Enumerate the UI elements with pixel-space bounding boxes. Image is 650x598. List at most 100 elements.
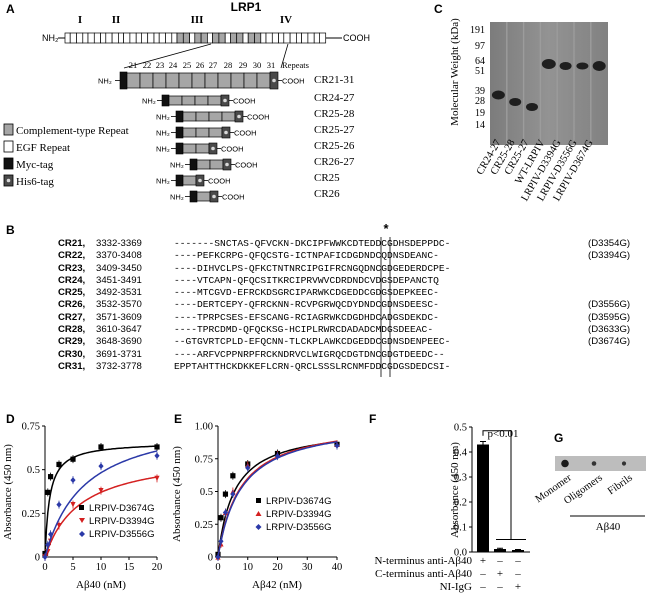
bar [512, 550, 524, 552]
bar [494, 549, 506, 552]
x-tick-label: 20 [272, 562, 283, 573]
legend-swatch-complement [3, 123, 14, 136]
panel-e-ylabel: Absorbance (450 nm) [171, 446, 183, 542]
complement-repeat [126, 72, 141, 89]
panel-f-ylabel: Absorbance (450 nm) [449, 442, 461, 538]
construct-label-cr21-31: CR21-31 [314, 74, 354, 86]
complement-repeat [165, 72, 180, 89]
mutation-label: (D3354G) [588, 238, 631, 249]
lrp1-domain-block [194, 32, 202, 44]
mw-tick-39: 39 [475, 86, 485, 97]
complement-repeat [195, 143, 210, 154]
data-point [98, 463, 104, 470]
data-point [56, 461, 62, 468]
lrp1-domain-block [118, 32, 124, 44]
lrp1-domain-block [141, 32, 149, 44]
y-tick-label: 0.25 [22, 509, 40, 520]
gel-background [490, 22, 608, 145]
mw-tick-19: 19 [475, 108, 485, 119]
lrp1-domain-block [319, 32, 327, 44]
lrp1-nh2: NH₂ [42, 33, 59, 43]
complement-repeat [191, 72, 206, 89]
lrp1-domain-block [111, 32, 119, 44]
lrp1-domain-block [307, 32, 315, 44]
f-row-label-2: NI-IgG [440, 581, 472, 593]
legend-text-complement: Complement-type Repeat [16, 125, 129, 137]
construct-nh2: NH₂ [156, 145, 170, 154]
dot-blot-group-label: Aβ40 [596, 521, 621, 533]
f-sign-0-1: – [496, 555, 503, 567]
panel-d-plot: 0 5 10 15 20 0 0.25 0.5 0.75 [22, 422, 163, 574]
significance-bracket [482, 430, 512, 540]
x-tick-label: 0 [215, 562, 220, 573]
dot-lane-fibrils: Fibrils [606, 472, 635, 497]
error-bar [480, 441, 486, 445]
complement-repeat [230, 72, 245, 89]
lrp1-domain-block [123, 32, 131, 44]
f-sign-1-1: + [497, 568, 503, 580]
error-bar [497, 547, 503, 549]
complement-repeat [207, 95, 222, 106]
mw-tick-28: 28 [475, 96, 485, 107]
x-tick-label: 5 [70, 562, 75, 573]
f-sign-2-0: – [479, 581, 486, 593]
y-tick-label: 0.3 [454, 473, 467, 484]
residue-range: 3451-3491 [96, 274, 142, 286]
lrp1-domain-block [69, 32, 77, 44]
dot-blot-monomer [561, 459, 569, 468]
panel-e-xlabel: Aβ42 (nM) [252, 579, 302, 591]
repeat-num-29: 29 [239, 60, 248, 70]
panel-a-legend: Complement-type Repeat EGF Repeat Myc-ta… [3, 123, 129, 188]
complement-repeat [204, 72, 219, 89]
repeat-name: CR23, [58, 262, 86, 274]
myc-tag [175, 174, 184, 187]
repeat-name: CR24, [58, 274, 86, 286]
sequence-row: CR30, 3691-3731 ----ARFVCPPNRPFRCKNDRVCLWI… [48, 349, 648, 361]
x-tick-label: 15 [124, 562, 135, 573]
data-point [154, 452, 160, 459]
construct-cooh: COOH [234, 129, 257, 138]
lrp1-domain-block [189, 32, 196, 44]
panel-e-plot: 0 10 20 30 40 0 0.25 0.5 0.75 1.00 [195, 422, 343, 574]
y-tick-label: 0.5 [200, 487, 213, 498]
residue-range: 3492-3531 [96, 287, 142, 299]
his6-dot [198, 178, 202, 183]
data-point [45, 489, 51, 495]
data-point [45, 541, 51, 548]
legend-e-marker-0 [256, 498, 261, 503]
y-tick-label: 0 [208, 553, 213, 564]
sequence-row: CR29, 3648-3690 --GTGVRTCPLD-EFQCNN-TLCKPL… [48, 336, 648, 348]
x-tick-label: 10 [243, 562, 254, 573]
mutation-label: (D3674G) [588, 336, 631, 348]
lrp1-domain-block [182, 32, 190, 44]
sequence-text: ----ARFVCPPNRPFRCKNDRVCLWIGRQCDGTDNCGDGT… [174, 348, 445, 360]
residue-range: 3409-3450 [96, 262, 142, 274]
complement-repeat [208, 127, 223, 138]
sequence-text: ----MTCGVD-EFRCKDSGRCIPARWKCDGEDDCGDGSDE… [174, 287, 439, 299]
mutation-label: (D3595G) [588, 311, 631, 323]
bar [477, 444, 489, 552]
lrp1-domain-block [100, 32, 107, 44]
lrp1-domain-block [265, 32, 273, 44]
data-point [334, 442, 340, 449]
dot-blot-oligomers [591, 461, 597, 466]
complement-repeat [181, 95, 196, 106]
his6-dot [211, 146, 215, 151]
gel-band [592, 61, 606, 71]
error-bar [515, 549, 521, 550]
zoom-line-left [123, 43, 212, 69]
complement-repeat [217, 72, 232, 89]
construct-label-cr25-26: CR25-26 [314, 140, 355, 152]
data-point [230, 473, 236, 479]
repeat-num-26: 26 [196, 60, 205, 70]
complement-repeat [182, 111, 197, 122]
lrp1-domain-block [289, 32, 297, 44]
gel-lane-labels: CR24-27 CR25-28 CR25-27 WT-LRPIV LRPIV-D… [475, 138, 596, 204]
f-sign-2-1: – [496, 581, 503, 593]
y-tick-label: 1.00 [195, 422, 213, 433]
mutation-label: (D3556G) [588, 299, 631, 311]
complement-repeat [178, 72, 193, 89]
y-tick-label: 0.5 [454, 423, 467, 434]
data-point [42, 554, 48, 560]
